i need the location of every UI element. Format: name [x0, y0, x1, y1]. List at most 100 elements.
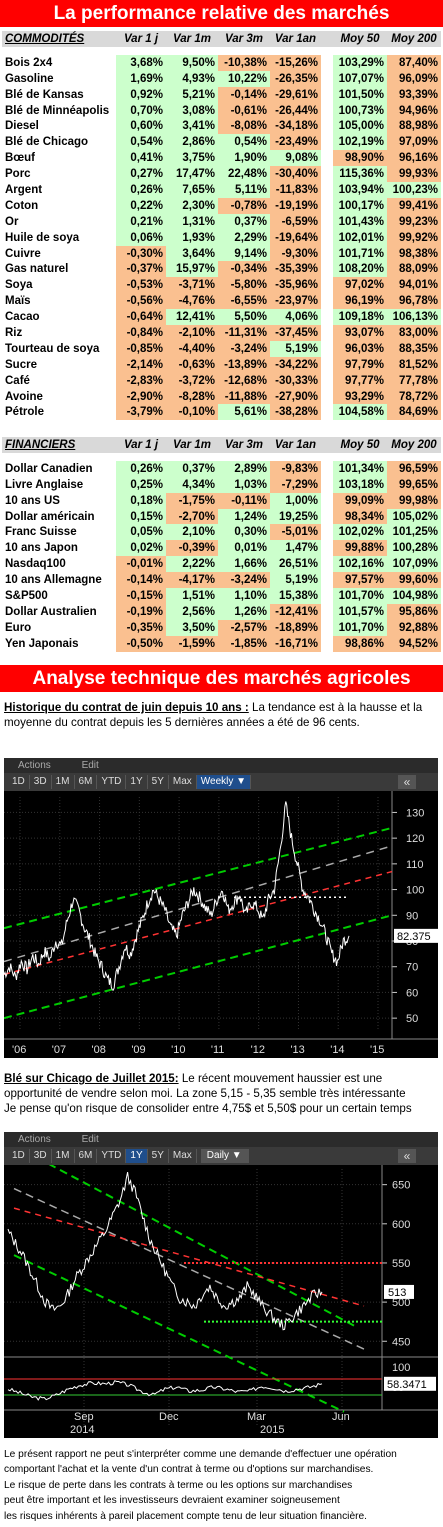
value-cell: -30,33% [270, 372, 321, 389]
range-1y[interactable]: 1Y [126, 775, 148, 789]
row-label: Pétrole [2, 404, 116, 421]
table-row: Maïs -0,56% -4,76% -6,55% -23,97% 96,19% 96,78… [2, 293, 441, 310]
value-cell: 1,93% [166, 229, 218, 246]
edit-menu[interactable]: Edit [81, 1134, 99, 1145]
row-label: Tourteau de soya [2, 340, 116, 357]
value-cell: 0,27% [116, 166, 166, 183]
range-max[interactable]: Max [169, 1149, 197, 1163]
value-cell: -0,30% [116, 245, 166, 262]
row-label: 10 ans Allemagne [2, 572, 116, 589]
y-tick-label: 650 [392, 1180, 410, 1192]
range-5y[interactable]: 5Y [148, 1149, 169, 1163]
x-tick-label: '15 [370, 1044, 384, 1056]
gap-cell [321, 460, 333, 477]
value-cell: 0,01% [218, 540, 270, 557]
value-cell: -35,96% [270, 277, 321, 294]
disclaimer: Le présent rapport ne peut s'interpréter… [4, 1447, 440, 1524]
value-cell: 5,19% [270, 340, 321, 357]
value-cell: 93,39% [387, 86, 441, 103]
row-label: Huile de soya [2, 229, 116, 246]
value-cell: 9,14% [218, 245, 270, 262]
price-series [7, 1171, 323, 1331]
range-1d[interactable]: 1D [8, 775, 30, 789]
value-cell: 96,78% [387, 293, 441, 310]
table-row: Cuivre -0,30% 3,64% 9,14% -9,30% 101,71% 98,38… [2, 245, 441, 262]
value-cell: 3,50% [166, 619, 218, 636]
value-cell: -2,83% [116, 372, 166, 389]
value-cell: 2,29% [218, 229, 270, 246]
range-5y[interactable]: 5Y [148, 775, 169, 789]
actions-menu[interactable]: Actions [18, 1134, 51, 1145]
actions-menu[interactable]: Actions [18, 760, 51, 771]
row-label: Gasoline [2, 70, 116, 87]
edit-menu[interactable]: Edit [81, 760, 99, 771]
value-cell: 93,07% [333, 325, 387, 341]
gap-cell [321, 102, 333, 119]
column-header: COMMODITÉS [2, 31, 116, 47]
row-label: Riz [2, 325, 116, 341]
range-ytd[interactable]: YTD [97, 775, 127, 789]
value-cell: 1,03% [218, 476, 270, 493]
range-3d[interactable]: 3D [30, 1149, 52, 1163]
value-cell: -23,49% [270, 134, 321, 151]
osc-last-tag [384, 1376, 436, 1391]
value-cell: -0,39% [166, 540, 218, 557]
gap-cell [321, 229, 333, 246]
trend-line [4, 845, 393, 963]
range-6m[interactable]: 6M [75, 775, 98, 789]
table-row: Soya -0,53% -3,71% -5,80% -35,96% 97,02% 94,01… [2, 277, 441, 294]
collapse-icon[interactable]: « [398, 1149, 416, 1163]
value-cell: 0,30% [218, 524, 270, 541]
last-price-tag [394, 928, 438, 943]
value-cell: -12,68% [218, 372, 270, 389]
value-cell: -26,35% [270, 70, 321, 87]
table-row: Coton 0,22% 2,30% -0,78% -19,19% 100,17% 99,41… [2, 197, 441, 214]
range-1d[interactable]: 1D [8, 1149, 30, 1163]
y-tick-label: 70 [406, 962, 418, 974]
collapse-icon[interactable]: « [398, 775, 416, 789]
value-cell: 99,98% [387, 492, 441, 509]
value-cell: -2,14% [116, 356, 166, 373]
value-cell: 81,52% [387, 356, 441, 373]
value-cell: -3,71% [166, 277, 218, 294]
range-1y[interactable]: 1Y [126, 1149, 148, 1163]
value-cell: 96,16% [387, 150, 441, 167]
gap-cell [321, 182, 333, 198]
value-cell: 0,41% [116, 150, 166, 167]
range-6m[interactable]: 6M [75, 1149, 98, 1163]
value-cell: 78,72% [387, 388, 441, 405]
value-cell: 105,02% [387, 508, 441, 525]
row-label: Blé de Kansas [2, 86, 116, 103]
range-1m[interactable]: 1M [52, 1149, 75, 1163]
value-cell: 100,28% [387, 540, 441, 557]
table-row: Argent 0,26% 7,65% 5,11% -11,83% 103,94% 100,2… [2, 182, 441, 198]
price-series [4, 801, 350, 991]
value-cell: 9,50% [166, 54, 218, 71]
row-label: Livre Anglaise [2, 476, 116, 493]
value-cell: 99,93% [387, 166, 441, 183]
y-tick-label: 600 [392, 1219, 410, 1231]
value-cell: -4,76% [166, 293, 218, 310]
gap-cell [321, 540, 333, 557]
last-price-label: 513 [388, 1287, 406, 1299]
range-3d[interactable]: 3D [30, 775, 52, 789]
range-max[interactable]: Max [169, 775, 197, 789]
period-dropdown[interactable]: Daily ▼ [200, 1149, 249, 1163]
gap-cell [321, 340, 333, 357]
row-label: Bois 2x4 [2, 54, 116, 71]
gap-cell [321, 635, 333, 652]
range-ytd[interactable]: YTD [97, 1149, 127, 1163]
value-cell: 0,60% [116, 118, 166, 135]
value-cell: 1,10% [218, 588, 270, 604]
table-row: Dollar américain 0,15% -2,70% 1,24% 19,25% 98… [2, 508, 441, 525]
analysis-text-1: La tendance est à la hausse et la moyenn… [4, 701, 423, 729]
x-tick-label: '13 [290, 1044, 304, 1056]
table-row: Diesel 0,60% 3,41% -8,08% -34,18% 105,00% 88,9… [2, 118, 441, 135]
value-cell: 0,25% [116, 476, 166, 493]
value-cell: 104,58% [333, 404, 387, 421]
range-1m[interactable]: 1M [52, 775, 75, 789]
x-tick-label: '11 [211, 1044, 225, 1056]
period-dropdown[interactable]: Weekly ▼ [196, 775, 252, 789]
column-header: Var 1an [270, 437, 321, 453]
commodities-table: COMMODITÉS Var 1 j Var 1m Var 3m Var 1an Moy … [2, 31, 441, 421]
